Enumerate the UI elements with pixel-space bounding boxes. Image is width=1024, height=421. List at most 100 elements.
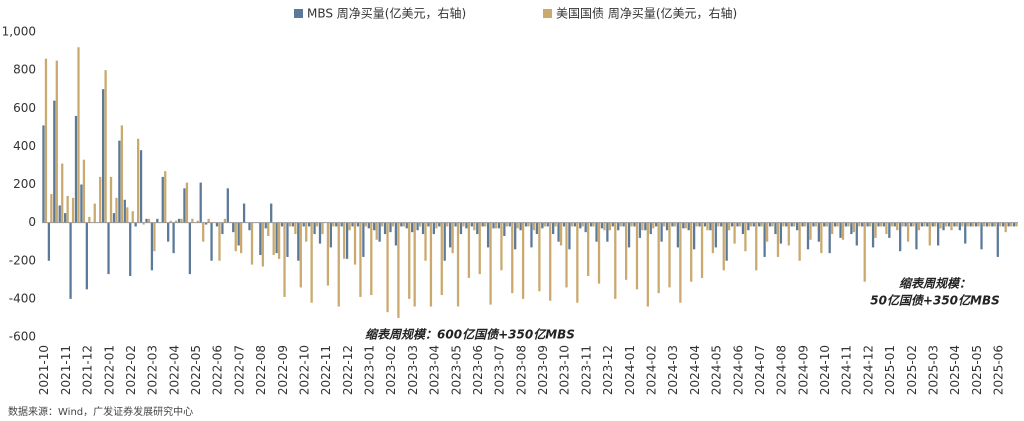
bar <box>286 222 289 257</box>
bar <box>991 222 994 227</box>
bar <box>622 222 625 227</box>
bar <box>988 222 991 227</box>
bar <box>926 222 929 227</box>
bar <box>375 222 378 240</box>
x-tick-label: 2023-01 <box>363 345 377 395</box>
bar <box>440 222 443 296</box>
bar <box>592 222 595 227</box>
bar <box>698 222 701 227</box>
bar <box>771 222 774 227</box>
bar <box>64 213 67 223</box>
bar <box>153 222 156 252</box>
bar <box>755 222 758 271</box>
bar <box>1002 222 1005 227</box>
bar <box>790 222 793 227</box>
bar <box>267 222 270 236</box>
bar <box>196 220 199 223</box>
bar <box>448 222 452 248</box>
bar <box>177 218 181 223</box>
bar <box>814 222 818 227</box>
bar <box>302 222 305 227</box>
bar <box>142 222 145 225</box>
bar <box>516 222 519 229</box>
bar <box>630 222 633 227</box>
bar <box>424 222 427 261</box>
bar <box>763 222 766 257</box>
bar <box>42 125 45 223</box>
bar <box>785 222 788 227</box>
bar <box>733 222 736 244</box>
x-tick-label: 2025-01 <box>883 345 897 395</box>
bar <box>717 222 720 227</box>
y-tick-label: 200 <box>13 177 36 191</box>
bar <box>633 222 636 227</box>
bar <box>549 222 552 301</box>
bar <box>774 222 777 235</box>
bar <box>456 222 460 307</box>
bar <box>129 222 132 276</box>
bar <box>868 222 872 227</box>
bar <box>524 222 528 227</box>
y-tick-label: 400 <box>13 139 36 153</box>
bar <box>514 222 517 250</box>
x-tick-label: 2023-11 <box>579 345 593 395</box>
bar <box>297 222 300 261</box>
bar <box>326 222 330 286</box>
bar <box>367 222 370 229</box>
bar <box>478 222 481 275</box>
x-tick-label: 2021-12 <box>81 345 95 395</box>
bar <box>416 222 419 231</box>
bar <box>915 222 918 250</box>
bar <box>573 222 576 227</box>
x-tick-label: 2025-02 <box>905 345 919 395</box>
bar <box>508 222 511 227</box>
bar <box>232 222 235 233</box>
bar <box>730 222 734 227</box>
bar <box>223 218 227 223</box>
x-tick-label: 2023-07 <box>493 345 507 395</box>
bar <box>391 222 395 227</box>
bar <box>476 222 479 235</box>
bar <box>758 222 761 227</box>
x-tick-label: 2022-06 <box>211 345 225 395</box>
annotation: 缩表周规模： <box>899 277 971 291</box>
bar <box>760 222 763 227</box>
bar <box>684 222 687 229</box>
bar <box>44 58 48 223</box>
bar <box>855 222 858 246</box>
bar <box>277 222 281 259</box>
bar <box>725 222 728 261</box>
bar <box>955 222 959 227</box>
bar <box>904 222 907 227</box>
y-tick-label: -200 <box>9 253 36 267</box>
bar <box>340 222 343 227</box>
bar <box>619 222 622 227</box>
bar <box>429 222 433 307</box>
bar <box>380 222 384 227</box>
bar <box>614 222 617 299</box>
bar <box>1009 222 1013 227</box>
bar <box>879 222 883 227</box>
bar <box>608 222 612 231</box>
bar <box>234 222 237 252</box>
bar <box>928 222 931 246</box>
x-tick-label: 2022-10 <box>297 345 311 395</box>
bar <box>901 222 904 227</box>
x-tick-label: 2023-08 <box>514 345 528 395</box>
bar <box>443 222 446 261</box>
bar <box>294 222 297 235</box>
bar <box>909 222 913 227</box>
bar <box>503 222 506 236</box>
bar <box>71 197 75 223</box>
bar <box>950 222 953 231</box>
bar <box>93 203 96 223</box>
bar <box>825 222 828 227</box>
bar <box>999 222 1002 227</box>
bar <box>136 138 140 223</box>
bar <box>145 218 148 223</box>
y-tick-label: -600 <box>9 330 36 344</box>
bar <box>906 222 910 242</box>
y-tick-label: -400 <box>9 291 36 305</box>
bar <box>603 222 606 231</box>
